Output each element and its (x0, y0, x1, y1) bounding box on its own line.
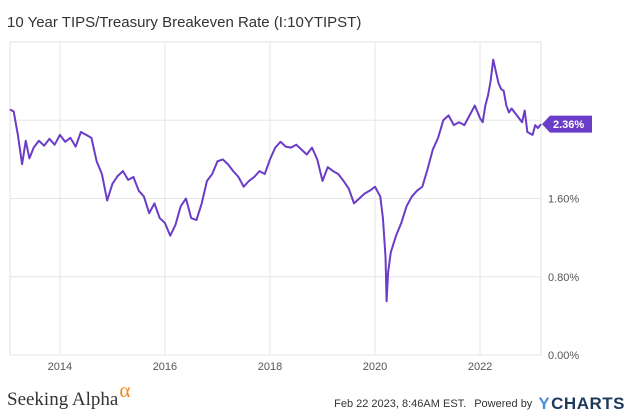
x-tick-label: 2014 (48, 361, 72, 373)
y-tick-label: 1.60% (548, 194, 579, 206)
series-line-breakeven (9, 58, 542, 303)
x-tick-label: 2018 (258, 361, 282, 373)
y-tick-label: 0.00% (548, 350, 579, 362)
x-tick-label: 2020 (363, 361, 387, 373)
ycharts-logo[interactable]: Y CHARTS (538, 394, 625, 414)
chart-title: 10 Year TIPS/Treasury Breakeven Rate (I:… (7, 14, 362, 31)
seeking-alpha-logo[interactable]: Seeking Alphaα (7, 378, 130, 411)
grid-lines (9, 41, 542, 356)
powered-by-label: Powered by (474, 398, 533, 410)
last-value-badge (542, 115, 592, 133)
ycharts-y-icon: Y (538, 394, 551, 413)
x-tick-label: 2016 (153, 361, 177, 373)
ycharts-wordmark: CHARTS (551, 394, 625, 413)
timestamp: Feb 22 2023, 8:46AM EST. (334, 398, 467, 410)
y-tick-label: 0.80% (548, 272, 579, 284)
last-value-label: 2.36% (553, 119, 584, 131)
y-axis-ticks: 0.00%0.80%1.60%2.40% (548, 115, 579, 362)
chart-footer: Feb 22 2023, 8:46AM EST. Powered by Y CHA… (334, 394, 625, 414)
x-axis-ticks: 2014 2016 2018 2020 2022 (48, 361, 493, 373)
alpha-symbol: α (119, 378, 131, 402)
last-value-marker: 2.36% (542, 115, 592, 133)
brand-name: Seeking Alpha (7, 389, 119, 410)
x-tick-label: 2022 (468, 361, 492, 373)
